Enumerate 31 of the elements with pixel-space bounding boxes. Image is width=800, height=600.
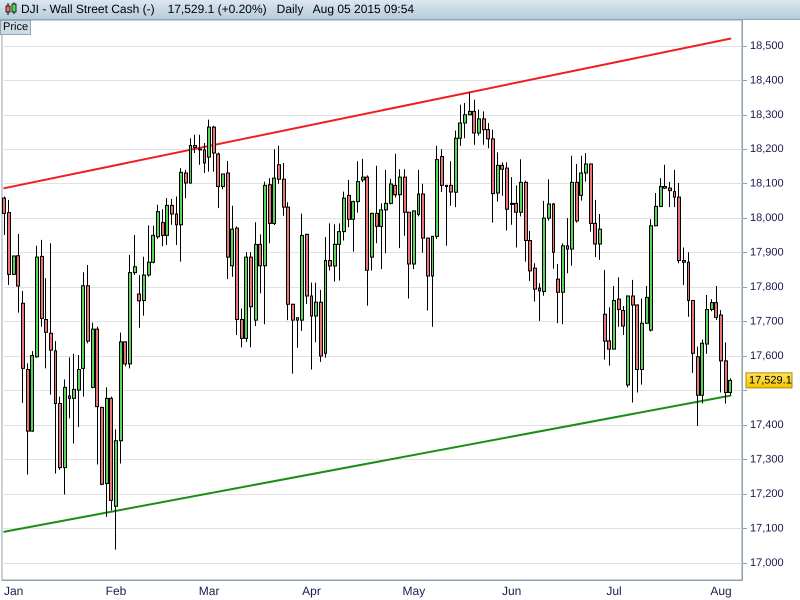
y-tick-label: 17,300: [750, 453, 784, 466]
x-tick-label: Feb: [106, 584, 127, 598]
y-tick-label: 18,400: [750, 74, 784, 86]
chart-subtitle: 17,529.1 (+0.20%) Daily Aug 05 2015 09:54: [168, 1, 414, 18]
y-tick-label: 17,700: [750, 316, 784, 328]
y-tick-label: 17,100: [750, 522, 784, 534]
y-tick-label: 18,200: [750, 143, 784, 156]
x-tick-label: Mar: [198, 584, 220, 598]
y-tick-label: 17,000: [750, 556, 784, 569]
y-tick-label: 17,800: [750, 281, 784, 294]
x-tick-label: Jul: [606, 584, 622, 598]
chart-title: DJI - Wall Street Cash (-): [21, 1, 155, 18]
y-axis-title: Price: [0, 20, 32, 35]
x-tick-label: Jun: [502, 584, 522, 598]
candlestick: [49, 242, 53, 396]
candlestick: [16, 234, 20, 314]
y-tick-label: 18,500: [750, 40, 784, 52]
y-tick-label: 17,900: [750, 246, 784, 259]
x-tick-label: Apr: [302, 584, 321, 598]
candlestick: [95, 326, 99, 466]
text: 17,529.1: [749, 374, 792, 386]
y-tick-label: 18,300: [750, 108, 784, 121]
y-tick-label: 17,200: [750, 488, 784, 500]
x-tick-label: Jan: [4, 584, 24, 598]
y-tick-label: 18,000: [750, 212, 784, 224]
y-tick-label: 17,400: [750, 418, 784, 431]
x-tick-label: Aug: [710, 584, 732, 598]
y-tick-label: 18,100: [750, 178, 784, 190]
candlestick: [21, 290, 25, 404]
x-tick-label: May: [402, 584, 426, 598]
y-tick-label: 17,600: [750, 350, 784, 362]
